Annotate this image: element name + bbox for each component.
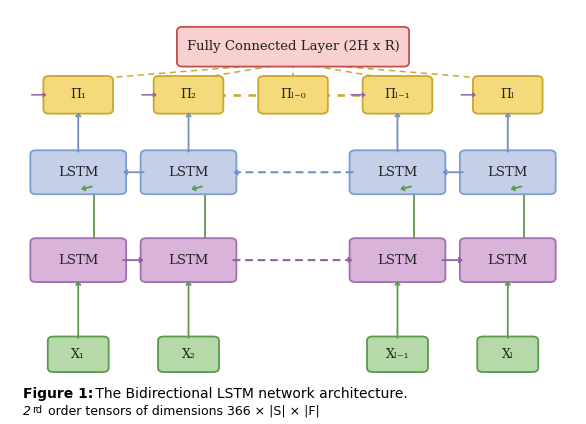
Text: LSTM: LSTM [488, 254, 528, 267]
Text: LSTM: LSTM [168, 254, 209, 267]
FancyBboxPatch shape [460, 150, 556, 194]
FancyBboxPatch shape [48, 337, 109, 372]
FancyBboxPatch shape [363, 76, 432, 114]
Text: order tensors of dimensions 366 × |S| × |F|: order tensors of dimensions 366 × |S| × … [44, 404, 320, 418]
Text: LSTM: LSTM [58, 166, 98, 179]
FancyBboxPatch shape [350, 150, 445, 194]
FancyBboxPatch shape [367, 337, 428, 372]
FancyBboxPatch shape [30, 238, 126, 282]
FancyBboxPatch shape [350, 238, 445, 282]
Text: Π₂: Π₂ [180, 88, 196, 101]
FancyBboxPatch shape [30, 150, 126, 194]
FancyBboxPatch shape [473, 76, 543, 114]
Text: LSTM: LSTM [488, 166, 528, 179]
FancyBboxPatch shape [141, 238, 236, 282]
FancyBboxPatch shape [158, 337, 219, 372]
Text: X₁: X₁ [71, 348, 85, 361]
Text: Πₗ₋₀: Πₗ₋₀ [280, 88, 306, 101]
Text: 2: 2 [23, 404, 32, 418]
Text: LSTM: LSTM [377, 166, 418, 179]
Text: Fully Connected Layer (2H x R): Fully Connected Layer (2H x R) [186, 40, 400, 53]
Text: Πₗ₋₁: Πₗ₋₁ [384, 88, 410, 101]
Text: Xₗ: Xₗ [502, 348, 514, 361]
Text: Π₁: Π₁ [70, 88, 86, 101]
Text: LSTM: LSTM [377, 254, 418, 267]
FancyBboxPatch shape [477, 337, 538, 372]
Text: Πₗ: Πₗ [500, 88, 515, 101]
FancyBboxPatch shape [177, 27, 409, 67]
Text: The Bidirectional LSTM network architecture.: The Bidirectional LSTM network architect… [91, 387, 408, 401]
Text: rd: rd [32, 404, 42, 415]
FancyBboxPatch shape [43, 76, 113, 114]
FancyBboxPatch shape [154, 76, 223, 114]
FancyBboxPatch shape [258, 76, 328, 114]
Text: Figure 1:: Figure 1: [23, 387, 94, 401]
Text: LSTM: LSTM [58, 254, 98, 267]
Text: X₂: X₂ [182, 348, 196, 361]
FancyBboxPatch shape [141, 150, 236, 194]
FancyBboxPatch shape [460, 238, 556, 282]
Text: Xₗ₋₁: Xₗ₋₁ [386, 348, 409, 361]
Text: LSTM: LSTM [168, 166, 209, 179]
